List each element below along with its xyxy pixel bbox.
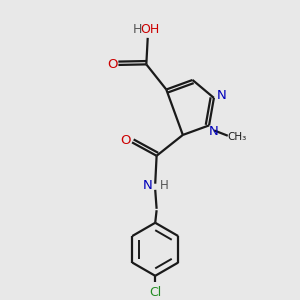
Text: N: N	[142, 178, 152, 192]
Text: H: H	[132, 23, 142, 36]
Text: CH₃: CH₃	[227, 132, 247, 142]
Text: OH: OH	[140, 23, 160, 36]
Text: N: N	[208, 125, 218, 138]
Text: Cl: Cl	[149, 286, 161, 299]
Text: O: O	[107, 58, 118, 71]
Text: O: O	[121, 134, 131, 147]
Text: N: N	[217, 89, 226, 102]
Text: H: H	[160, 178, 169, 192]
